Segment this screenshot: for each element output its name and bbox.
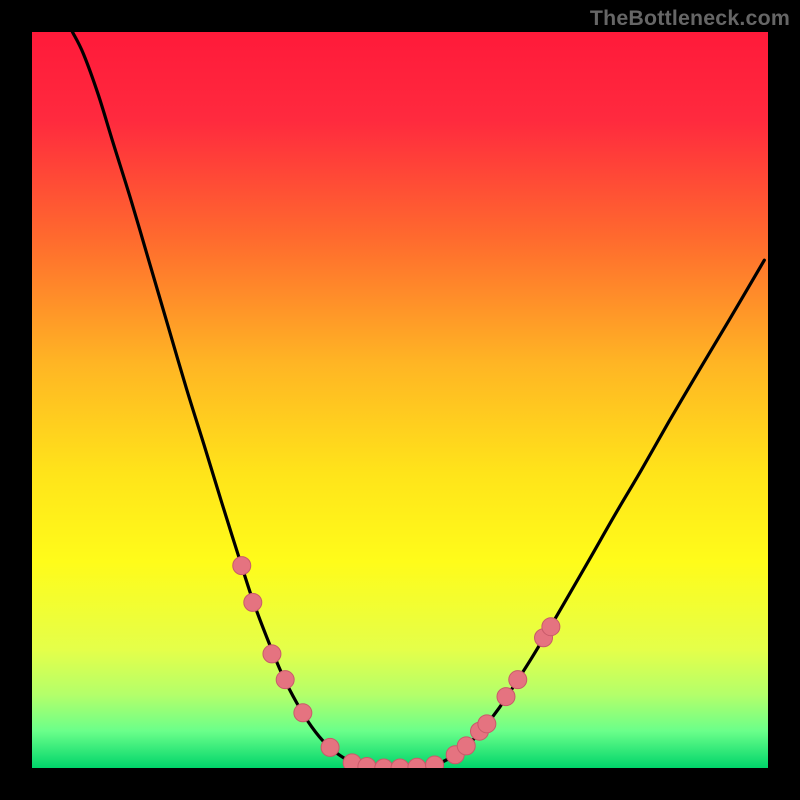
data-point-marker xyxy=(244,593,262,611)
data-point-marker xyxy=(294,704,312,722)
data-point-marker xyxy=(497,688,515,706)
data-point-marker xyxy=(321,738,339,756)
data-point-marker xyxy=(478,715,496,733)
data-point-marker xyxy=(233,557,251,575)
data-point-marker xyxy=(509,671,527,689)
chart-stage: TheBottleneck.com xyxy=(0,0,800,800)
data-point-marker xyxy=(457,737,475,755)
bottleneck-chart xyxy=(0,0,800,800)
data-point-marker xyxy=(276,671,294,689)
gradient-background xyxy=(32,32,768,768)
data-point-marker xyxy=(263,645,281,663)
data-point-marker xyxy=(542,618,560,636)
